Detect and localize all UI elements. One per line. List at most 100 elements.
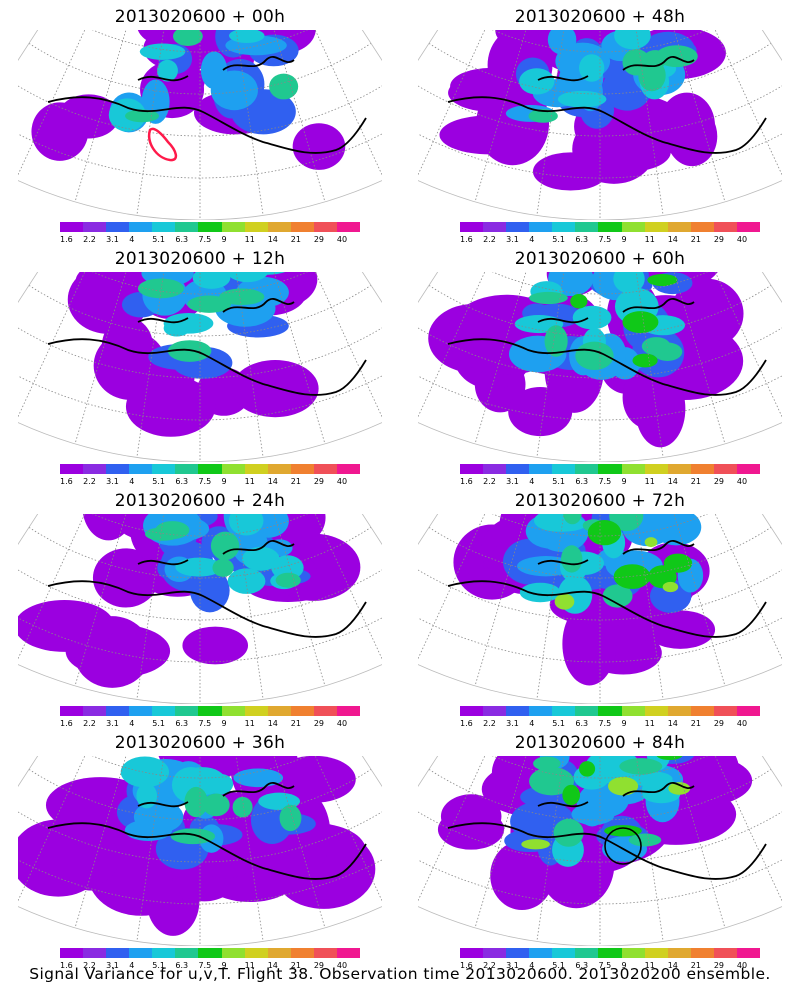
colorbar-segment (667, 222, 691, 232)
colorbar-tick-label: 6.3 (175, 235, 189, 244)
coastline (47, 56, 367, 154)
colorbar-segment (690, 464, 714, 474)
colorbar-segment (529, 464, 553, 474)
variance-region (519, 582, 561, 603)
variance-region (651, 514, 702, 546)
colorbar-segment (713, 948, 737, 958)
colorbar-tick-label: 14 (267, 961, 278, 970)
map-border (418, 272, 782, 462)
variance-region (644, 537, 658, 548)
colorbar-labels: 1.6 2.2 3.1 4 5.1 6.3 7.5 9 11 14 21 29 40 (60, 477, 360, 487)
colorbar-segment (83, 706, 107, 716)
red-contour (147, 127, 178, 162)
map-panel: 2013020600 + 60h 1.6 2.2 3.1 4 5.1 6.3 7.5 9 11 14… (400, 242, 800, 486)
colorbar-tick-label: 40 (336, 235, 348, 244)
variance-region (440, 794, 502, 839)
colorbar-tick-label: 1.6 (60, 477, 73, 486)
colorbar-tick-label: 1.6 (460, 719, 473, 728)
colorbar-segment (529, 222, 553, 232)
colorbar-segment (552, 464, 576, 474)
colorbar-tick-label: 14 (667, 235, 678, 244)
colorbar-tick-label: 4 (529, 235, 535, 244)
colorbar-segment (667, 464, 691, 474)
colorbar-segment (552, 222, 576, 232)
colorbar-segment (175, 706, 199, 716)
colorbar-tick-label: 7.5 (198, 719, 212, 728)
colorbar-segment (598, 948, 622, 958)
colorbar-segment (506, 706, 530, 716)
colorbar-segment (198, 706, 222, 716)
colorbar-tick-label: 4 (129, 961, 135, 970)
colorbar-tick-label: 29 (713, 235, 725, 244)
colorbar (460, 464, 761, 474)
colorbar-tick-label: 1.6 (460, 961, 473, 970)
colorbar-tick-label: 6.3 (575, 477, 589, 486)
variance-region (517, 556, 575, 577)
variance-region (528, 291, 568, 305)
colorbar-tick-label: 6.3 (175, 477, 189, 486)
colorbar-segment (460, 706, 484, 716)
map-border (18, 272, 382, 462)
colorbar-tick-label: 2.2 (83, 477, 96, 486)
colorbar-tick-label: 4 (529, 719, 535, 728)
colorbar-segment (667, 706, 691, 716)
variance-region (635, 370, 686, 448)
variance-region (572, 305, 612, 330)
colorbar-segment (336, 948, 361, 958)
highlight-circle (604, 827, 642, 865)
colorbar-tick-label: 11 (244, 961, 255, 970)
variance-region (210, 531, 240, 561)
variance-region (575, 341, 614, 371)
variance-region (604, 825, 642, 837)
panel-title: 2013020600 + 72h (514, 491, 686, 511)
colorbar-segment (736, 948, 761, 958)
colorbar-tick-label: 14 (267, 719, 278, 728)
colorbar-tick-label: 3.1 (106, 477, 119, 486)
panel-title: 2013020600 + 48h (514, 7, 686, 27)
map-border (18, 514, 382, 704)
colorbar-segment (506, 948, 530, 958)
variance-region (139, 43, 186, 60)
colorbar-tick-label: 5.1 (552, 477, 566, 486)
colorbar-segment (221, 948, 245, 958)
variance-region (613, 272, 645, 294)
colorbar-labels: 1.6 2.2 3.1 4 5.1 6.3 7.5 9 11 14 21 29 40 (460, 235, 760, 245)
colorbar-segment (667, 948, 691, 958)
colorbar-labels: 1.6 2.2 3.1 4 5.1 6.3 7.5 9 11 14 21 29 40 (60, 961, 360, 971)
colorbar-tick-label: 3.1 (106, 235, 119, 244)
graticule (18, 30, 382, 220)
colorbar-segment (575, 948, 599, 958)
variance-region (585, 756, 640, 784)
colorbar-segment (313, 222, 337, 232)
colorbar-segment (713, 706, 737, 716)
variance-region (219, 288, 265, 306)
colorbar-segment (644, 948, 668, 958)
variance-region (202, 793, 230, 817)
colorbar-tick-label: 1.6 (60, 719, 73, 728)
colorbar-segment (621, 948, 645, 958)
colorbar-tick-label: 11 (644, 719, 655, 728)
map-panel: 2013020600 + 84h 1.6 2.2 3.1 4 5.1 6.3 7.5 9 11 14… (400, 726, 800, 970)
colorbar-tick-label: 40 (336, 477, 348, 486)
colorbar-tick-label: 5.1 (152, 235, 166, 244)
map-border (18, 30, 382, 220)
colorbar-segment (129, 222, 153, 232)
colorbar-tick-label: 14 (267, 235, 278, 244)
colorbar-tick-label: 7.5 (598, 235, 612, 244)
variance-region (137, 278, 184, 299)
colorbar-tick-label: 9 (221, 477, 227, 486)
colorbar-tick-label: 11 (644, 477, 655, 486)
colorbar-tick-label: 2.2 (83, 719, 96, 728)
colorbar-tick-label: 29 (713, 961, 725, 970)
variance-region (614, 30, 651, 50)
colorbar-tick-label: 29 (313, 235, 325, 244)
variance-region (647, 274, 678, 287)
colorbar-segment (83, 222, 107, 232)
variance-region (529, 767, 575, 796)
colorbar-segment (621, 464, 645, 474)
map-border (418, 756, 782, 946)
colorbar-segment (552, 948, 576, 958)
colorbar-tick-label: 40 (736, 477, 748, 486)
variance-region (662, 581, 679, 593)
colorbar-segment (598, 706, 622, 716)
